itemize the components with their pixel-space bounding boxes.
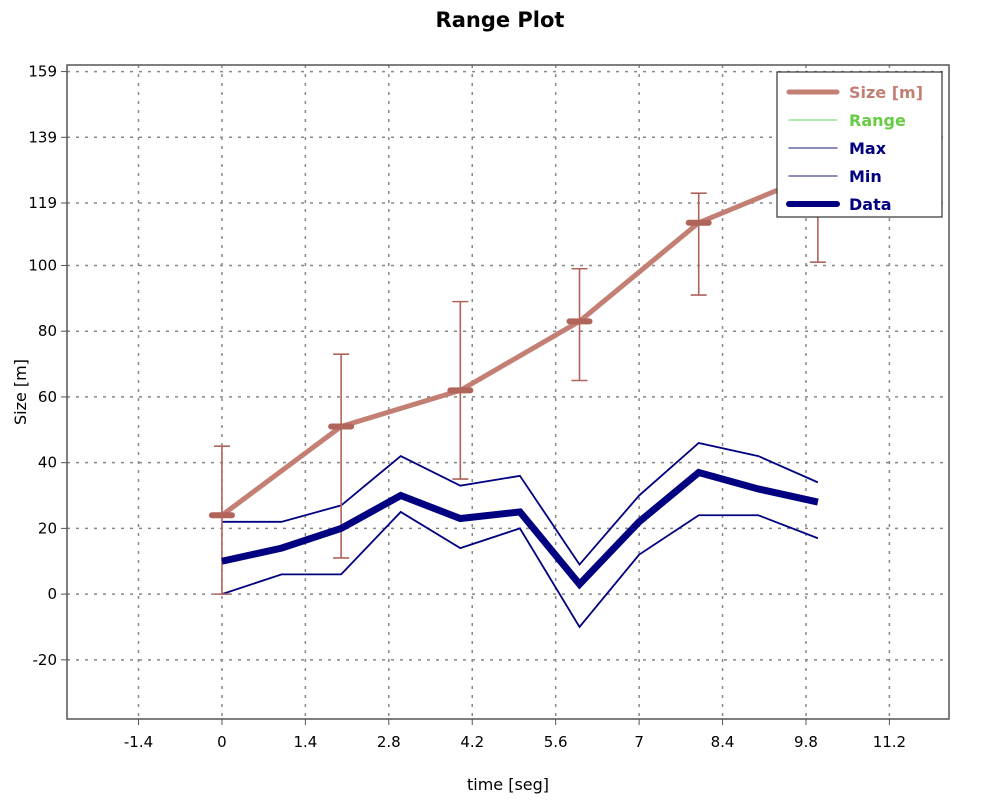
y-tick-label: 40 — [38, 454, 57, 472]
axis-ticks: -1.4 0 1.4 2.8 4.2 5.6 7 8.4 9.8 11.2 -20 0 20 40 60 80… — [28, 63, 906, 751]
x-tick-label: 4.2 — [460, 733, 484, 751]
legend-label: Size [m] — [849, 83, 923, 102]
x-tick-label: 8.4 — [711, 733, 735, 751]
y-tick-label: 20 — [38, 519, 57, 537]
y-tick-label: 159 — [28, 63, 57, 81]
x-tick-label: 9.8 — [794, 733, 818, 751]
y-tick-label: 60 — [38, 388, 57, 406]
legend-label: Data — [849, 195, 892, 214]
legend-label: Min — [849, 167, 882, 186]
x-tick-label: 1.4 — [293, 733, 317, 751]
legend: Size [m] Range Max Min Data — [776, 71, 943, 218]
series-min-line — [221, 510, 819, 629]
x-axis-label: time [seg] — [467, 775, 549, 794]
legend-label: Range — [849, 111, 906, 130]
y-axis-label: Size [m] — [11, 359, 30, 425]
legend-box — [776, 71, 943, 218]
x-tick-label: 7 — [634, 733, 644, 751]
x-tick-label: 5.6 — [544, 733, 568, 751]
plot-frame — [66, 64, 950, 720]
y-tick-label: 139 — [28, 128, 57, 146]
x-tick-label: -1.4 — [124, 733, 153, 751]
series-max-line — [221, 441, 819, 567]
y-tick-label: -20 — [33, 651, 58, 669]
y-tick-label: 100 — [28, 256, 57, 274]
series-data-line — [221, 468, 819, 590]
x-tick-label: 0 — [217, 733, 227, 751]
y-tick-label: 119 — [28, 194, 57, 212]
chart-title: Range Plot — [436, 8, 565, 32]
x-tick-label: 11.2 — [873, 733, 906, 751]
y-tick-label: 80 — [38, 322, 57, 340]
x-tick-label: 2.8 — [377, 733, 401, 751]
legend-label: Max — [849, 139, 887, 158]
series-size-line — [220, 171, 819, 518]
series-group — [208, 166, 831, 629]
y-tick-label: 0 — [47, 585, 57, 603]
